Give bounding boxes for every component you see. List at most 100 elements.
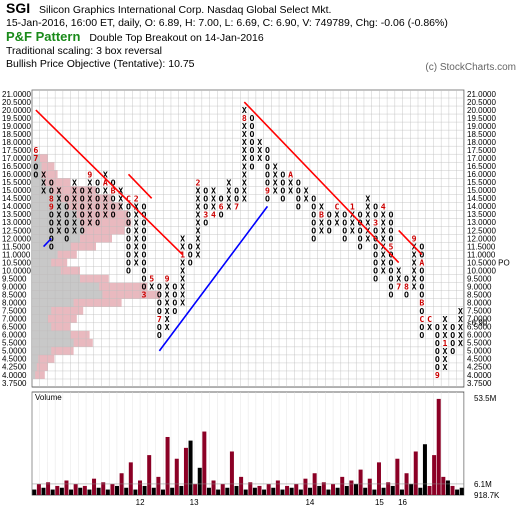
x-axis-year-label: 12 [136, 498, 145, 507]
volume-bar [170, 487, 175, 495]
o-mark: O [172, 290, 177, 300]
o-mark: O [435, 322, 440, 332]
price-label-right: 4.5000 [467, 355, 492, 364]
price-label-right: 18.0000 [467, 138, 496, 147]
price-label-left: 10.0000 [2, 266, 31, 275]
x-mark: X [165, 290, 170, 300]
x-mark: X [458, 322, 463, 332]
o-mark: O [296, 185, 301, 195]
x-mark: 2 [134, 193, 139, 203]
volume-bar [211, 480, 216, 495]
price-label-right: 13.5000 [467, 210, 496, 219]
volume-bar [340, 476, 345, 495]
price-label-right: 19.5000 [467, 114, 496, 123]
o-mark: O [141, 242, 146, 252]
x-mark: X [365, 201, 370, 211]
o-mark: O [311, 209, 316, 219]
o-mark: O [389, 258, 394, 268]
vbp-bar [32, 210, 128, 219]
x-mark: X [134, 258, 139, 268]
volume-bar [422, 444, 427, 495]
volume-bar [101, 482, 106, 495]
x-mark: X [103, 193, 108, 203]
x-mark: X [443, 330, 448, 340]
price-label-right: 11.0000 [467, 250, 496, 259]
pattern-description: Double Top Breakout on 14-Jan-2016 [89, 32, 264, 44]
o-mark: O [157, 330, 162, 340]
o-mark: O [265, 161, 270, 171]
o-mark: O [49, 177, 54, 187]
volume-bar [46, 482, 51, 495]
x-mark: X [165, 282, 170, 292]
o-mark: O [419, 266, 424, 276]
o-mark: C [419, 314, 424, 324]
x-mark: X [180, 234, 185, 244]
vbp-bar-gray [32, 258, 52, 267]
o-mark: O [373, 209, 378, 219]
o-mark: O [126, 234, 131, 244]
o-mark: O [373, 201, 378, 211]
price-label-left: 10.5000 [2, 258, 31, 267]
volume-bar [160, 489, 165, 495]
price-label-right: 5.0000 [467, 347, 492, 356]
volume-bar [147, 455, 152, 495]
price-label-right: 3.7500 [467, 379, 492, 388]
o-mark: O [389, 282, 394, 292]
volume-bar [441, 476, 446, 495]
vbp-bar [32, 194, 112, 203]
o-mark: O [64, 193, 69, 203]
copyright-notice: (c) StockCharts.com [425, 62, 516, 73]
x-mark: X [304, 193, 309, 203]
o-mark: O [250, 161, 255, 171]
x-mark: X [196, 193, 201, 203]
x-mark: C [334, 201, 339, 211]
x-mark: X [242, 177, 247, 187]
x-mark: X [273, 161, 278, 171]
volume-bar [344, 485, 349, 495]
x-mark: X [103, 201, 108, 211]
price-label-left: 5.0000 [2, 347, 27, 356]
x-mark: X [334, 209, 339, 219]
o-mark: O [203, 217, 208, 227]
price-label-right: 13.0000 [467, 218, 496, 227]
x-mark: X [180, 298, 185, 308]
x-mark: X [242, 185, 247, 195]
volume-bar [450, 485, 455, 495]
x-mark: X [443, 346, 448, 356]
x-mark: X [458, 314, 463, 324]
objective-line: Bullish Price Objective (Tentative): 10.… [6, 58, 195, 70]
x-mark: X [257, 153, 262, 163]
o-mark: O [311, 201, 316, 211]
price-label-right: 6.5000 [467, 323, 492, 332]
o-mark: O [450, 338, 455, 348]
x-mark: X [226, 193, 231, 203]
bearish-trendline [398, 229, 423, 256]
price-label-right: 15.0000 [467, 186, 496, 195]
o-mark: O [265, 193, 270, 203]
o-mark: O [80, 225, 85, 235]
o-mark: O [234, 193, 239, 203]
ticker-symbol: SGI [6, 0, 31, 16]
price-label-left: 3.7500 [2, 379, 27, 388]
vbp-bar [32, 354, 55, 363]
o-mark: O [342, 225, 347, 235]
x-mark: X [381, 225, 386, 235]
volume-bar [248, 482, 253, 495]
x-mark: X [273, 169, 278, 179]
volume-bar [50, 489, 55, 495]
o-mark: O [111, 209, 116, 219]
volume-bar [69, 489, 74, 495]
vbp-bar [32, 218, 132, 227]
volume-bar [92, 478, 97, 495]
price-label-left: 19.0000 [2, 122, 31, 131]
o-mark: O [250, 145, 255, 155]
price-label-left: 9.5000 [2, 274, 27, 283]
volume-bar [326, 489, 331, 495]
o-mark: O [373, 250, 378, 260]
o-mark: O [450, 346, 455, 356]
o-mark: O [404, 274, 409, 284]
vbp-bar-gray [32, 314, 48, 323]
o-mark: O [342, 209, 347, 219]
volume-bar [418, 487, 423, 495]
price-label-right: 9.0000 [467, 282, 492, 291]
